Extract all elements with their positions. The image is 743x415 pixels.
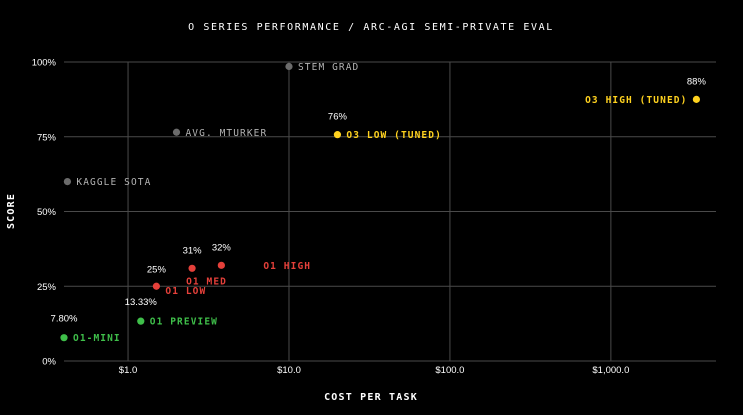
point-value-label: 88% xyxy=(687,76,707,87)
y-tick-label: 100% xyxy=(32,58,57,69)
data-point xyxy=(63,178,72,186)
x-tick-label: $10.0 xyxy=(277,365,301,376)
y-tick-label: 0% xyxy=(42,357,56,368)
data-point xyxy=(333,131,342,139)
data-point xyxy=(137,317,145,325)
point-name-label: O1 LOW xyxy=(165,286,206,297)
y-tick-label: 25% xyxy=(37,282,57,293)
data-point xyxy=(172,128,181,136)
axis-ticks: 0% 25% 50% 75% 100% $1.0 $10.0 $100.0 $1,000.0 xyxy=(32,58,630,377)
data-point xyxy=(217,261,225,269)
point-value-label: 31% xyxy=(183,245,203,256)
point-value-label: 76% xyxy=(328,112,348,123)
point-value-label: 7.80% xyxy=(51,314,78,325)
point-name-label: O1 HIGH xyxy=(263,261,311,272)
point-value-label: 13.33% xyxy=(125,297,158,308)
grid-lines xyxy=(64,61,716,362)
point-name-label: O1 MED xyxy=(186,276,227,287)
point-name-label: O3 HIGH (TUNED) xyxy=(585,95,687,106)
point-name-label: STEM GRAD xyxy=(298,62,359,73)
x-tick-label: $100.0 xyxy=(435,365,464,376)
data-point xyxy=(285,62,293,71)
point-value-label: 25% xyxy=(147,264,167,275)
chart-title: O SERIES PERFORMANCE / ARC-AGI SEMI-PRIV… xyxy=(188,22,554,33)
data-point xyxy=(692,95,701,103)
y-tick-label: 50% xyxy=(37,207,57,218)
data-point xyxy=(188,264,196,272)
point-name-label: KAGGLE SOTA xyxy=(76,177,151,188)
point-name-label: AVG. MTURKER xyxy=(185,128,267,139)
point-name-label: O1-MINI xyxy=(73,333,121,344)
point-name-label: O1 PREVIEW xyxy=(150,317,218,328)
point-name-label: O3 LOW (TUNED) xyxy=(346,130,441,141)
y-tick-label: 75% xyxy=(37,132,57,143)
data-points: STEM GRAD AVG. MTURKER KAGGLE SOTA O3 HIGH … xyxy=(51,62,707,344)
data-point xyxy=(60,334,68,342)
x-tick-label: $1.0 xyxy=(119,365,138,376)
x-axis-label: COST PER TASK xyxy=(324,392,418,403)
data-point xyxy=(152,282,160,290)
point-value-label: 32% xyxy=(212,242,232,253)
x-tick-label: $1,000.0 xyxy=(592,365,629,376)
y-axis-label: SCORE xyxy=(6,193,17,229)
